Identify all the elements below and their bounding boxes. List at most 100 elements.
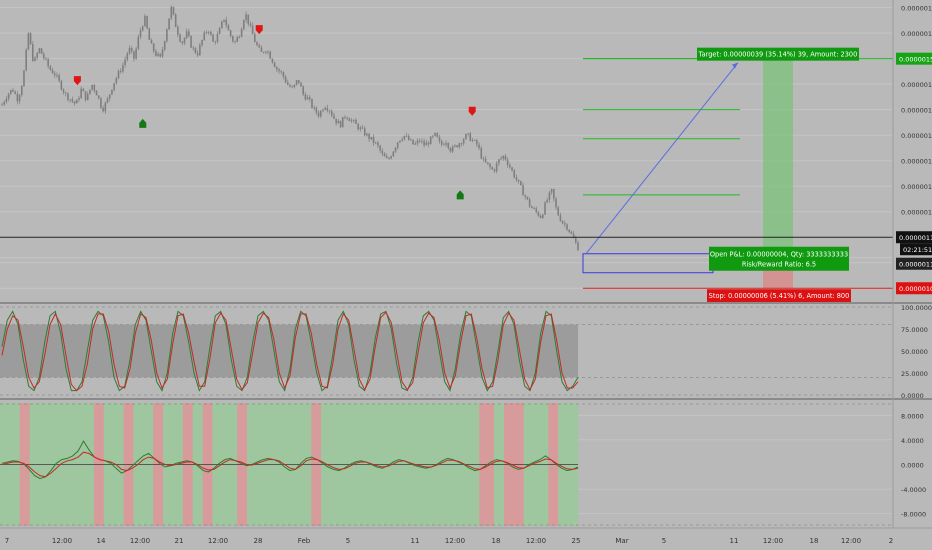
candle-body: [14, 91, 16, 94]
candle-body: [297, 80, 300, 83]
current-price-tag-label: 0.00000115: [899, 234, 932, 242]
candle-body: [5, 98, 8, 102]
candle-body: [247, 14, 250, 24]
candle-body: [155, 51, 157, 56]
candle-body: [20, 86, 23, 96]
candle-body: [229, 30, 232, 37]
candle-body: [181, 41, 184, 44]
candle-body: [199, 45, 201, 56]
candle-body: [517, 179, 520, 182]
candle-body: [67, 93, 69, 100]
candle-body: [284, 76, 287, 83]
candle-body: [227, 25, 230, 31]
candle-body: [359, 127, 362, 130]
candle-body: [207, 31, 210, 33]
time-tick-label: 5: [346, 537, 350, 545]
time-tick-label: 11: [411, 537, 420, 545]
candle-body: [205, 32, 208, 34]
stochastic-plot: [0, 306, 893, 396]
candle-body: [399, 140, 401, 143]
price-tick-label: 0.00000155: [901, 30, 932, 38]
oscillator-slow-line: [1, 451, 579, 478]
candle-body: [394, 147, 397, 152]
stochastic-panel[interactable]: [0, 306, 893, 396]
candle-body: [291, 86, 293, 88]
candle-body: [460, 143, 463, 145]
candle-body: [352, 120, 355, 121]
candle-body: [212, 34, 214, 42]
candle-body: [36, 53, 38, 58]
candle-body: [273, 62, 276, 68]
candle-body: [410, 139, 412, 141]
candle-body: [139, 30, 142, 37]
oscillator-tick-label: 0.0000: [901, 462, 924, 470]
time-tick-label: 14: [97, 537, 106, 545]
candle-body: [539, 215, 542, 218]
candle-body: [572, 233, 575, 239]
price-tick-label: 0.00000145: [901, 81, 932, 89]
candle-body: [392, 151, 395, 157]
candle-body: [254, 34, 256, 43]
oscillator-tick-label: -4.0000: [901, 486, 926, 494]
candle-body: [315, 107, 318, 113]
time-axis[interactable]: 7 12:00 14 12:00 21 12:00 28 Feb 5 11 12:00 18 12:00…: [5, 537, 893, 545]
candle-body: [300, 82, 302, 87]
oscillator-tick-label: 4.0000: [901, 437, 924, 445]
candle-body: [544, 202, 546, 215]
price-axis[interactable]: 0.00000160 0.00000155 0.00000145 0.00000140…: [892, 0, 932, 528]
candle-body: [370, 136, 373, 140]
candle-body: [293, 84, 296, 88]
candle-body: [324, 107, 326, 110]
candle-body: [511, 167, 513, 171]
target-label: Target: 0.00000039 (35.14%) 39, Amount: …: [698, 51, 858, 59]
pnl-label-box: [709, 246, 849, 271]
time-tick-label: 12:00: [841, 537, 861, 545]
candle-body: [135, 48, 137, 59]
stop-label-box: [707, 289, 851, 303]
sell-signal-arrow: [73, 76, 81, 86]
candle-body: [515, 177, 518, 180]
candle-body: [161, 49, 164, 57]
candle-body: [282, 72, 285, 77]
candle-body: [526, 196, 529, 200]
candle-body: [568, 229, 571, 232]
candle-body: [341, 116, 344, 128]
candle-body: [493, 169, 496, 172]
stochastic-tick-label: 25.0000: [901, 370, 928, 378]
candle-body: [236, 37, 239, 42]
time-tick-label: 12:00: [130, 537, 150, 545]
candle-body: [454, 145, 456, 147]
projection-arrowhead: [732, 62, 738, 69]
candle-body: [256, 42, 258, 46]
candle-body: [339, 120, 342, 128]
long-position-tool[interactable]: Target: 0.00000039 (35.14%) 39, Amount: …: [0, 47, 893, 303]
candle-body: [203, 32, 206, 40]
price-tick-label: 0.00000160: [901, 5, 932, 13]
candle-body: [412, 139, 414, 145]
candle-body: [390, 156, 392, 159]
price-panel[interactable]: Target: 0.00000039 (35.14%) 39, Amount: …: [0, 0, 893, 303]
candle-body: [34, 57, 36, 61]
candle-body: [447, 142, 450, 148]
candle-body: [287, 82, 289, 85]
candle-body: [308, 97, 311, 100]
candle-body: [383, 153, 386, 157]
candle-body: [238, 36, 241, 38]
candle-body: [18, 95, 21, 102]
candle-body: [330, 111, 333, 116]
price-tick-label: 0.00000135: [901, 132, 932, 140]
candle-body: [166, 29, 168, 42]
candle-body: [45, 58, 47, 60]
candle-body: [355, 120, 357, 124]
candle-body: [566, 224, 568, 230]
candle-body: [377, 142, 379, 146]
candle-body: [577, 242, 579, 251]
time-tick-label: 28: [254, 537, 263, 545]
candle-body: [528, 199, 531, 207]
candle-body: [337, 120, 340, 124]
candle-body: [119, 70, 122, 72]
oscillator-panel[interactable]: [0, 403, 893, 526]
candle-body: [537, 211, 540, 216]
candle-body: [278, 69, 280, 72]
